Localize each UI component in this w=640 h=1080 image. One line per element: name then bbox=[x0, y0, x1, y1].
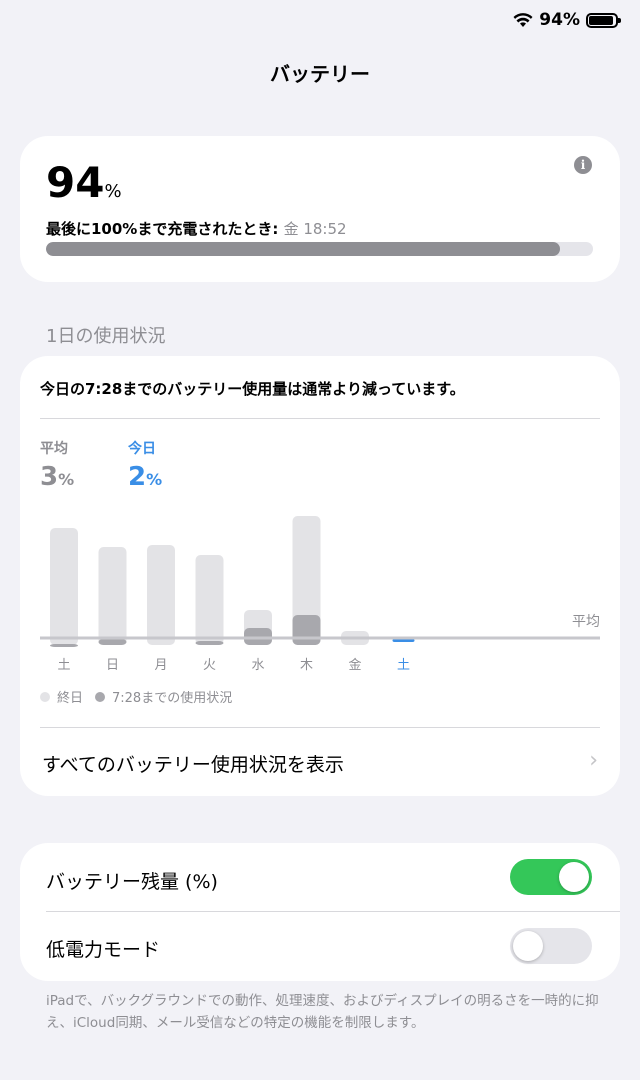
bar-until-time bbox=[50, 644, 78, 647]
average-value: 3% bbox=[40, 462, 75, 492]
battery-percent-large: 94% bbox=[46, 158, 122, 207]
wifi-icon bbox=[513, 12, 533, 27]
bar-until-time bbox=[195, 641, 224, 645]
low-power-mode-label: 低電力モード bbox=[46, 939, 161, 961]
x-tick-label: 土 bbox=[397, 658, 410, 673]
last-charged: 最後に100%まで充電されたとき: 金 18:52 bbox=[46, 220, 347, 238]
x-tick-label: 土 bbox=[57, 658, 70, 673]
section-header: 1日の使用状況 bbox=[46, 326, 166, 347]
bar-full-day bbox=[292, 516, 321, 645]
x-tick-label: 木 bbox=[300, 658, 313, 673]
divider bbox=[40, 727, 600, 728]
x-tick-label: 月 bbox=[154, 658, 167, 673]
x-tick-label: 日 bbox=[106, 658, 119, 673]
info-icon[interactable]: i bbox=[574, 156, 592, 174]
usage-summary: 今日の7:28までのバッテリー使用量は通常より減っています。 bbox=[40, 380, 465, 398]
legend-label: 7:28までの使用状況 bbox=[112, 690, 232, 706]
usage-card: 今日の7:28までのバッテリー使用量は通常より減っています。 平均 3% 今日 … bbox=[20, 356, 620, 796]
bar-full-day bbox=[195, 555, 224, 645]
bar-until-time bbox=[98, 639, 127, 645]
today-label: 今日 bbox=[128, 441, 156, 457]
legend-swatch bbox=[40, 692, 50, 702]
x-tick-label: 火 bbox=[203, 658, 216, 673]
divider bbox=[46, 911, 620, 912]
battery-level-card: 94% i 最後に100%まで充電されたとき: 金 18:52 bbox=[20, 136, 620, 282]
battery-level-bar bbox=[46, 242, 593, 256]
battery-percentage-toggle[interactable] bbox=[510, 859, 592, 895]
bar-full-day bbox=[50, 528, 78, 645]
average-line-label: 平均 bbox=[572, 614, 600, 630]
battery-percent: 94% bbox=[539, 10, 580, 30]
battery-percentage-label: バッテリー残量 (%) bbox=[46, 871, 218, 893]
settings-card: バッテリー残量 (%) 低電力モード bbox=[20, 843, 620, 981]
x-tick-label: 水 bbox=[251, 658, 264, 673]
legend-label: 終日 bbox=[57, 690, 83, 706]
low-power-description: iPadで、バックグラウンドでの動作、処理速度、およびディスプレイの明るさを一時… bbox=[46, 993, 599, 1031]
bar-today bbox=[392, 639, 415, 642]
page-title: バッテリー bbox=[270, 62, 370, 86]
today-value: 2% bbox=[128, 462, 163, 492]
status-bar: 94% bbox=[513, 10, 621, 30]
bar-full-day bbox=[147, 545, 175, 645]
bar-until-time bbox=[292, 615, 321, 645]
average-label: 平均 bbox=[40, 441, 68, 457]
battery-icon bbox=[586, 12, 621, 28]
legend-swatch bbox=[95, 692, 105, 702]
x-tick-label: 金 bbox=[348, 657, 361, 673]
low-power-mode-toggle[interactable] bbox=[510, 928, 592, 964]
view-all-usage-link[interactable]: すべてのバッテリー使用状況を表示 bbox=[42, 754, 344, 776]
bar-full-day bbox=[98, 547, 127, 645]
chevron-right-icon[interactable]: › bbox=[589, 748, 598, 773]
divider bbox=[40, 418, 600, 419]
